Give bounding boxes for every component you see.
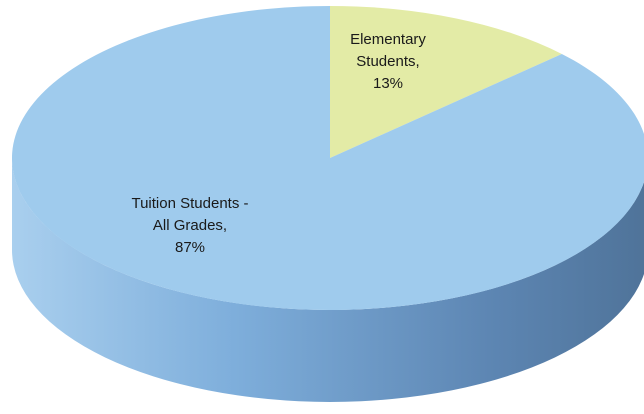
pie-slice-label-1: Elementary Students, 13% [350, 31, 426, 92]
pie-side-walls [12, 158, 644, 402]
pie-slice-label-2: Tuition Students - All Grades, 87% [131, 195, 248, 256]
pie-slice-2 [12, 6, 644, 310]
pie-labels: Elementary Students, 13% Tuition Students -… [131, 31, 426, 256]
pie-slice-label-line: All Grades, [153, 217, 227, 234]
pie-slice-label-line: Students, [356, 53, 419, 70]
pie-slice-label-line: 87% [175, 239, 205, 256]
pie-slice-1 [330, 6, 562, 158]
pie-slice-label-line: Tuition Students - [131, 195, 248, 212]
pie-slice-label-line: Elementary [350, 31, 426, 48]
pie-top-face [12, 6, 644, 310]
pie-slice-label-line: 13% [373, 75, 403, 92]
pie-side-wall [12, 158, 644, 402]
